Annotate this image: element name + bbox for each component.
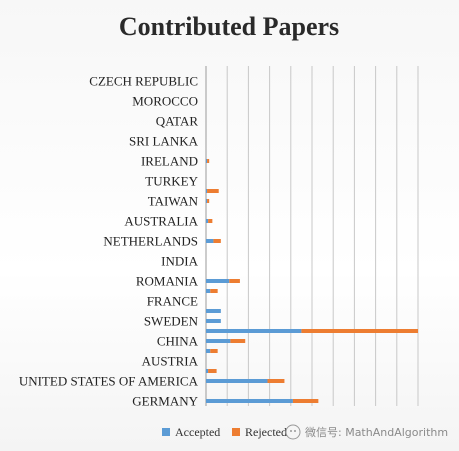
category-label: UNITED STATES OF AMERICA [19,374,199,389]
category-label: INDIA [161,254,198,269]
bar-accepted [206,319,221,323]
legend: Accepted Rejected [162,425,287,439]
bar-rejected [210,289,218,293]
category-label: SRI LANKA [129,134,199,149]
bar-rejected [292,399,319,403]
bar-accepted [206,329,302,333]
category-label: MOROCCO [132,94,198,109]
category-label: ROMANIA [136,274,199,289]
bar-accepted [206,189,208,193]
legend-label-rejected: Rejected [245,425,287,439]
category-labels: GERMANY UNITED STATES OF AMERICA AUSTRIA CH… [19,74,199,409]
bar-rejected [207,189,219,193]
bar-accepted [206,369,209,373]
category-label: GERMANY [132,394,198,409]
bar-rejected [230,339,246,343]
watermark-text: 微信号: MathAndAlgorithm [305,425,448,439]
bar-accepted [206,399,293,403]
bar-accepted [206,379,268,383]
category-label: CHINA [157,334,199,349]
category-label: AUSTRIA [142,354,199,369]
category-label: AUSTRALIA [124,214,198,229]
wechat-icon [285,424,301,440]
bars [206,159,418,403]
watermark: 微信号: MathAndAlgorithm [285,424,448,440]
category-label: IRELAND [141,154,198,169]
bar-accepted [206,279,230,283]
category-label: TURKEY [145,174,198,189]
bar-rejected [208,369,217,373]
bar-rejected [210,349,218,353]
category-label: QATAR [156,114,199,129]
category-label: FRANCE [147,294,198,309]
chart-title: Contributed Papers [119,12,339,41]
bar-rejected [267,379,285,383]
bar-accepted [206,339,231,343]
bar-accepted [206,199,208,203]
bar-accepted [206,309,221,313]
legend-swatch-rejected [232,428,240,436]
bar-rejected [213,239,221,243]
category-label: NETHERLANDS [103,234,198,249]
category-label: TAIWAN [148,194,199,209]
category-label: SWEDEN [144,314,199,329]
legend-swatch-accepted [162,428,170,436]
bar-rejected [301,329,418,333]
bar-accepted [206,239,214,243]
category-label: CZECH REPUBLIC [89,74,198,89]
bar-rejected [207,159,210,163]
bar-accepted [206,159,208,163]
grid-lines [205,66,419,406]
bar-rejected [229,279,240,283]
bar-rejected [207,199,210,203]
legend-label-accepted: Accepted [175,425,220,439]
bar-rejected [208,219,213,223]
bar-accepted [206,349,211,353]
bar-accepted [206,219,209,223]
bar-accepted [206,289,211,293]
